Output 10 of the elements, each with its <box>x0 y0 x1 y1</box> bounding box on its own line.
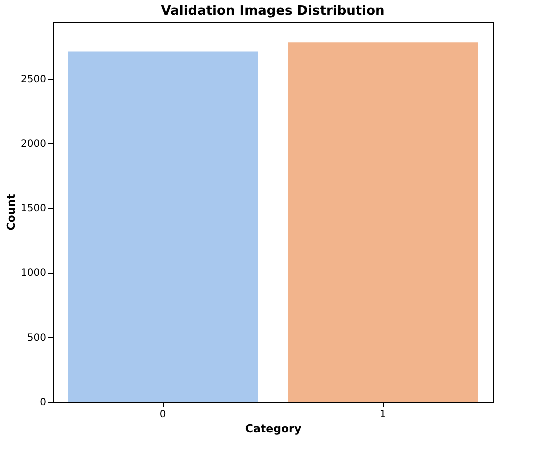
y-tick-label: 1000 <box>21 268 46 280</box>
y-tick-label: 2500 <box>21 74 46 86</box>
chart-title: Validation Images Distribution <box>161 4 385 19</box>
x-tick-label: 1 <box>380 410 386 420</box>
y-tick-label: 2000 <box>21 138 46 150</box>
y-axis-title: Count <box>5 194 18 231</box>
y-tick-label: 500 <box>27 332 46 344</box>
y-tick-label: 0 <box>40 398 46 408</box>
x-axis-title: Category <box>245 422 302 436</box>
y-tick-label: 1500 <box>21 204 46 215</box>
